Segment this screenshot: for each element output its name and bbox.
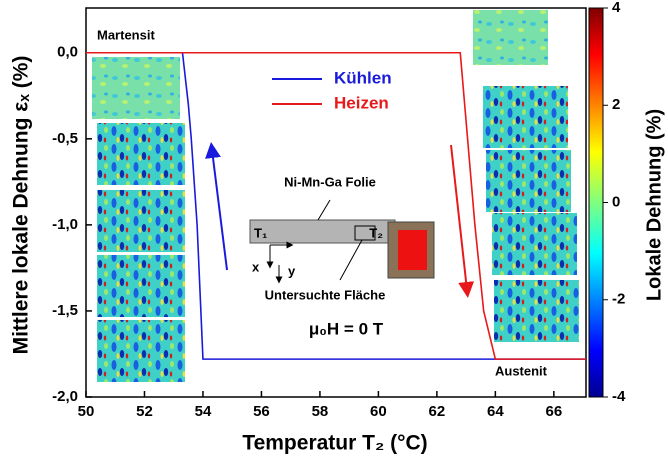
x-tick-label: 58: [312, 403, 329, 420]
t2-label: T₂: [369, 225, 383, 240]
colorbar: [588, 7, 604, 398]
field-label: μ₀H = 0 T: [309, 319, 384, 338]
x-axis-title: Temperatur T₂ (°C): [242, 432, 427, 455]
series-line: [86, 51, 586, 360]
x-tick-label: 66: [545, 403, 562, 420]
colorbar-title: Lokale Dehnung (%): [643, 109, 665, 301]
y-tick-label: -1,0: [52, 216, 78, 233]
y-axis-title: Mittlere lokale Dehnung εₓ (%): [10, 56, 33, 355]
x-tick-label: 56: [253, 403, 270, 420]
legend-label: Heizen: [334, 93, 389, 112]
heating-arrow: [450, 144, 475, 298]
y-tick-label: -2,0: [52, 388, 78, 405]
y-tick-label: -0,5: [52, 130, 78, 147]
x-tick-label: 54: [195, 403, 212, 420]
x-tick-label: 62: [429, 403, 446, 420]
x-tick-label: 60: [370, 403, 387, 420]
colorbar-tick-label: 2: [612, 96, 620, 113]
y-dir-label: y: [288, 263, 296, 278]
t1-label: T₁: [254, 225, 267, 240]
y-tick-label: -1,5: [52, 302, 78, 319]
y-tick-label: 0,0: [57, 44, 78, 61]
colorbar-tick-label: 0: [612, 193, 620, 210]
cooling-arrow: [205, 142, 228, 271]
x-tick-label: 52: [136, 403, 153, 420]
strain-maps: [92, 10, 579, 382]
foil-diagram: [249, 199, 435, 284]
x-dir-label: x: [252, 259, 260, 274]
foil-label: Ni-Mn-Ga Folie: [284, 174, 376, 189]
legend-label: Kühlen: [334, 68, 392, 87]
austenite-label: Austenit: [495, 363, 548, 378]
x-tick-label: 64: [487, 403, 504, 420]
colorbar-tick-label: 4: [612, 0, 621, 16]
colorbar-tick-label: -4: [612, 388, 626, 405]
colorbar-tick-label: -2: [612, 291, 625, 308]
x-tick-label: 50: [78, 403, 95, 420]
series-line: [86, 51, 586, 360]
martensite-label: Martensit: [97, 27, 155, 42]
plot-frame: [85, 7, 587, 398]
area-label: Untersuchte Fläche: [265, 287, 386, 302]
